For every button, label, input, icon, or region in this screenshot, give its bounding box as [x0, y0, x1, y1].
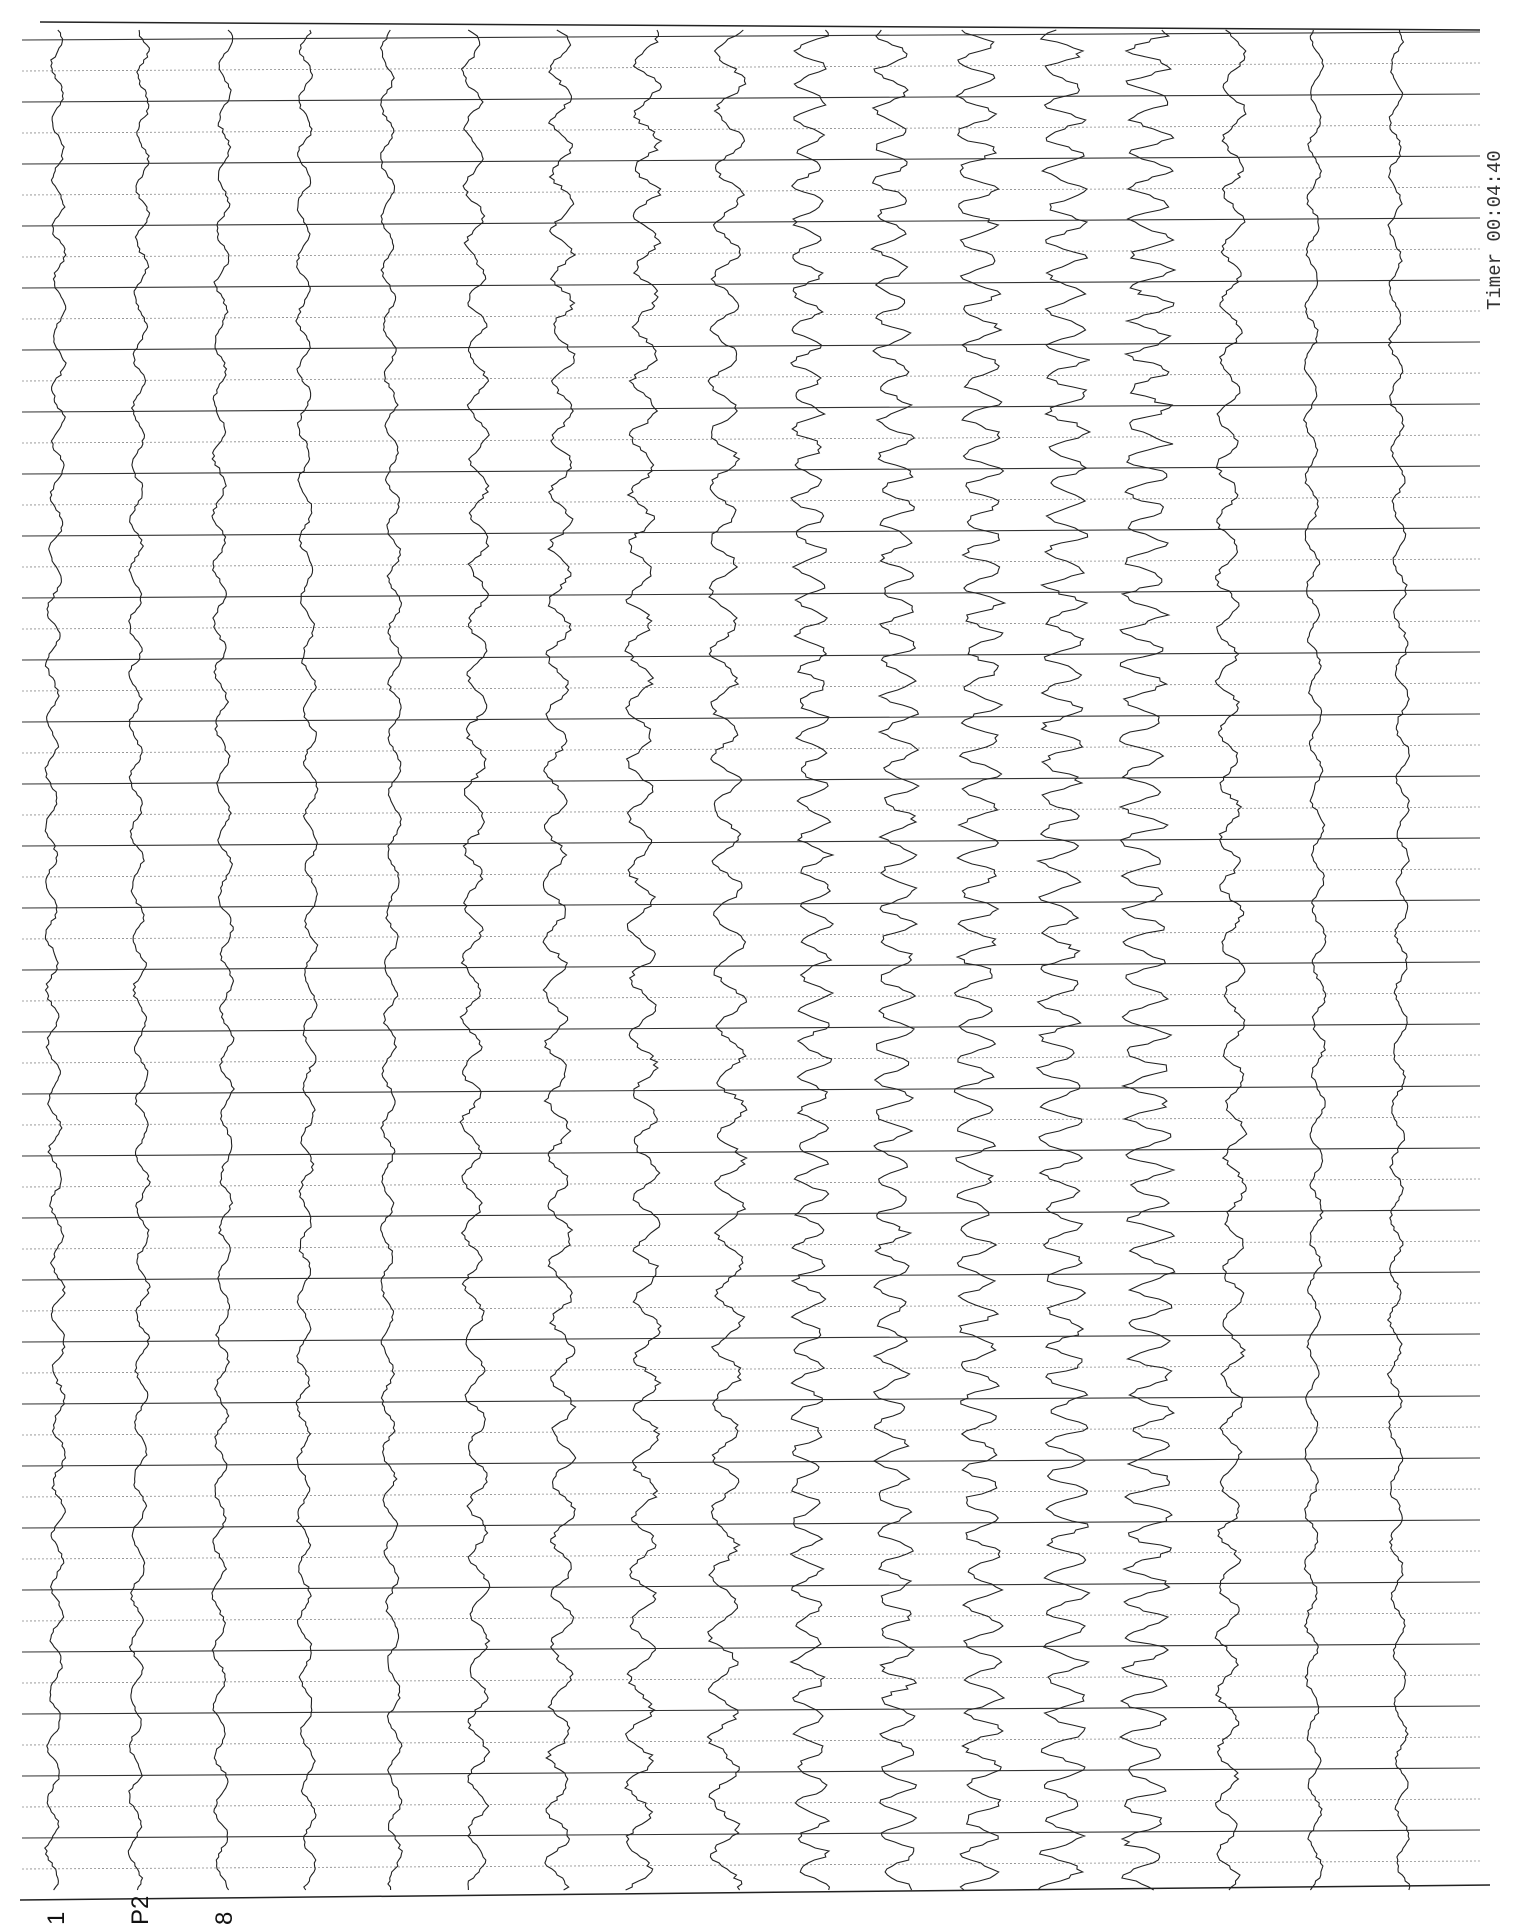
channel-label: 1: [43, 1912, 70, 1925]
channel-label: 8: [211, 1912, 238, 1925]
eeg-sheet: Timer 00:04:40 1 P2 8: [0, 0, 1526, 1932]
timer: Timer 00:04:40: [1484, 150, 1506, 310]
channel-label: P2: [127, 1896, 154, 1925]
